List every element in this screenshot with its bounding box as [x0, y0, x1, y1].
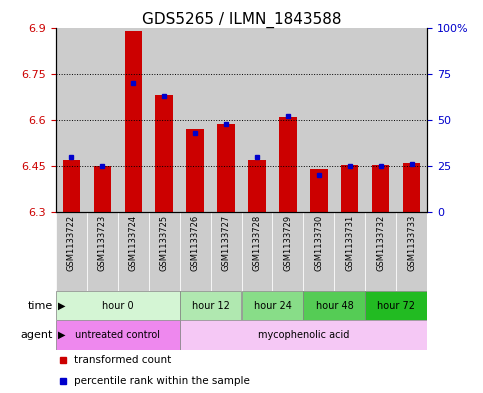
Bar [156, 95, 172, 212]
Text: GSM1133723: GSM1133723 [98, 215, 107, 271]
Bar [403, 163, 421, 212]
Bar [303, 212, 334, 291]
Bar [56, 291, 180, 320]
Text: untreated control: untreated control [75, 330, 160, 340]
Title: GDS5265 / ILMN_1843588: GDS5265 / ILMN_1843588 [142, 11, 341, 28]
Text: GSM1133731: GSM1133731 [345, 215, 355, 271]
Bar [366, 28, 397, 212]
Bar [272, 28, 303, 212]
Bar [211, 28, 242, 212]
Bar [56, 212, 86, 291]
Bar [117, 212, 149, 291]
Text: hour 12: hour 12 [192, 301, 229, 310]
Bar [397, 212, 427, 291]
Text: GSM1133728: GSM1133728 [253, 215, 261, 271]
Text: hour 24: hour 24 [254, 301, 291, 310]
Text: GSM1133732: GSM1133732 [376, 215, 385, 271]
Bar [149, 28, 180, 212]
Text: ▶: ▶ [58, 301, 66, 310]
Bar [311, 169, 327, 212]
Bar [94, 166, 111, 212]
Bar [242, 28, 272, 212]
Bar [117, 28, 149, 212]
Bar [334, 28, 366, 212]
Text: hour 48: hour 48 [315, 301, 354, 310]
Bar [180, 291, 242, 320]
Bar [56, 28, 86, 212]
Bar [280, 117, 297, 212]
Text: GSM1133726: GSM1133726 [190, 215, 199, 271]
Bar [242, 212, 272, 291]
Text: GSM1133730: GSM1133730 [314, 215, 324, 271]
Bar [149, 212, 180, 291]
Bar [86, 212, 117, 291]
Bar [56, 320, 180, 350]
Bar [303, 28, 334, 212]
Text: ▶: ▶ [58, 330, 66, 340]
Text: GSM1133733: GSM1133733 [408, 215, 416, 271]
Bar [397, 28, 427, 212]
Bar [125, 31, 142, 212]
Text: GSM1133727: GSM1133727 [222, 215, 230, 271]
Text: GSM1133724: GSM1133724 [128, 215, 138, 271]
Bar [366, 212, 397, 291]
Bar [248, 160, 266, 212]
Text: time: time [28, 301, 53, 310]
Text: GSM1133729: GSM1133729 [284, 215, 293, 271]
Bar [62, 160, 80, 212]
Text: agent: agent [21, 330, 53, 340]
Text: hour 0: hour 0 [102, 301, 133, 310]
Text: transformed count: transformed count [74, 354, 171, 365]
Bar [372, 165, 389, 212]
Text: mycophenolic acid: mycophenolic acid [258, 330, 349, 340]
Text: GSM1133725: GSM1133725 [159, 215, 169, 271]
Text: GSM1133722: GSM1133722 [67, 215, 75, 271]
Bar [366, 291, 427, 320]
Bar [242, 291, 303, 320]
Bar [186, 129, 203, 212]
Bar [334, 212, 366, 291]
Bar [217, 125, 235, 212]
Bar [211, 212, 242, 291]
Bar [86, 28, 117, 212]
Bar [303, 291, 366, 320]
Bar [341, 165, 358, 212]
Bar [180, 212, 211, 291]
Bar [272, 212, 303, 291]
Text: percentile rank within the sample: percentile rank within the sample [74, 376, 250, 386]
Bar [180, 28, 211, 212]
Bar [180, 320, 427, 350]
Text: hour 72: hour 72 [377, 301, 415, 310]
